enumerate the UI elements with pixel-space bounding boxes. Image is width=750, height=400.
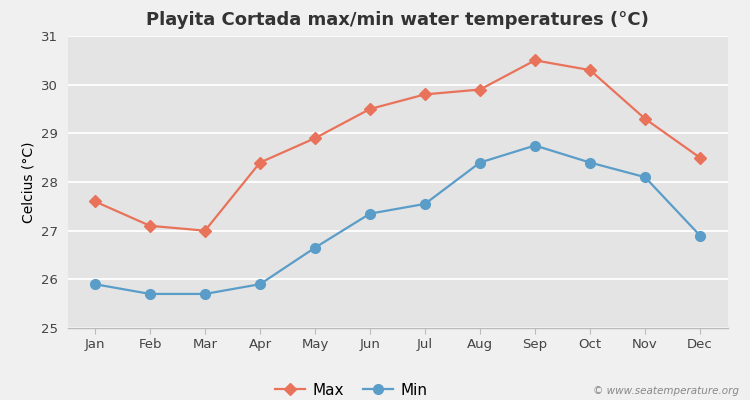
Min <box>695 233 704 238</box>
Line: Max: Max <box>91 56 704 235</box>
Text: © www.seatemperature.org: © www.seatemperature.org <box>592 386 739 396</box>
Min <box>421 202 430 206</box>
Min <box>256 282 265 287</box>
Legend: Max, Min: Max, Min <box>268 376 434 400</box>
Min <box>640 175 650 180</box>
Title: Playita Cortada max/min water temperatures (°C): Playita Cortada max/min water temperatur… <box>146 11 649 29</box>
Min <box>200 292 209 296</box>
Min <box>146 292 154 296</box>
Max <box>310 136 320 141</box>
Y-axis label: Celcius (°C): Celcius (°C) <box>21 141 35 223</box>
Max <box>365 106 374 111</box>
Max <box>586 68 595 72</box>
Min <box>586 160 595 165</box>
Line: Min: Min <box>90 141 705 299</box>
Max <box>91 199 100 204</box>
Max <box>640 116 650 121</box>
Max <box>695 155 704 160</box>
Max <box>200 228 209 233</box>
Min <box>365 211 374 216</box>
Max <box>530 58 539 63</box>
Min <box>476 160 484 165</box>
Min <box>310 245 320 250</box>
Max <box>421 92 430 97</box>
Max <box>476 87 484 92</box>
Max <box>256 160 265 165</box>
Min <box>91 282 100 287</box>
Max <box>146 223 154 228</box>
Min <box>530 143 539 148</box>
